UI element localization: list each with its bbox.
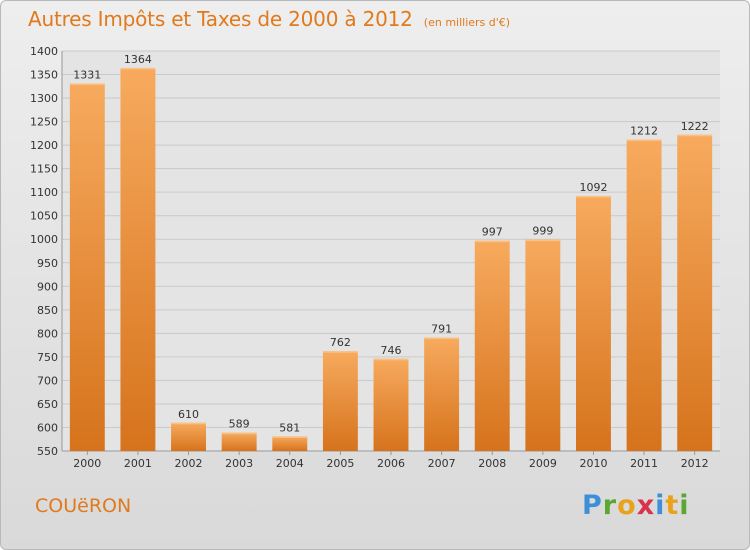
data-label: 1331 (73, 68, 101, 81)
data-label: 1364 (124, 53, 152, 66)
y-tick-label: 1300 (30, 92, 58, 105)
bar-highlight (171, 422, 207, 425)
data-label: 999 (532, 225, 553, 238)
y-tick-label: 850 (37, 304, 58, 317)
bar-highlight (272, 436, 308, 438)
data-label: 589 (229, 418, 250, 431)
data-label: 762 (330, 336, 351, 349)
x-tick-label: 2006 (377, 457, 405, 470)
bar-highlight (322, 351, 358, 353)
title-unit: (en milliers d'€) (423, 16, 511, 29)
x-tick-label: 2004 (276, 457, 304, 470)
x-tick-label: 2009 (529, 457, 557, 470)
bar (677, 134, 713, 451)
y-tick-label: 1350 (30, 69, 58, 82)
bar (171, 422, 207, 451)
data-label: 1222 (681, 120, 709, 133)
x-tick-label: 2001 (124, 457, 152, 470)
title-text: Autres Impôts et Taxes de 2000 à 2012 (28, 7, 413, 31)
bar (373, 358, 409, 451)
y-tick-label: 900 (37, 280, 58, 293)
x-tick-label: 2002 (175, 457, 203, 470)
bar (525, 239, 561, 451)
data-label: 581 (279, 421, 300, 434)
x-tick-label: 2010 (579, 457, 607, 470)
y-tick-label: 650 (37, 398, 58, 411)
bar (626, 139, 662, 451)
y-tick-label: 750 (37, 351, 58, 364)
y-tick-label: 1000 (30, 233, 58, 246)
chart-title: Autres Impôts et Taxes de 2000 à 2012 (e… (28, 7, 510, 31)
bar-highlight (525, 239, 561, 242)
x-tick-label: 2000 (73, 457, 101, 470)
data-label: 610 (178, 408, 199, 421)
city-name: COUëRON (35, 495, 132, 517)
bar-highlight (373, 358, 409, 361)
bar-highlight (424, 337, 460, 340)
y-tick-label: 1250 (30, 116, 58, 129)
bar-highlight (677, 134, 713, 137)
y-tick-label: 1050 (30, 210, 58, 223)
bar (69, 83, 105, 452)
y-tick-label: 800 (37, 327, 58, 340)
bar (474, 240, 510, 451)
bar (322, 351, 358, 451)
bar (272, 436, 308, 451)
x-tick-label: 2005 (326, 457, 354, 470)
x-tick-label: 2012 (681, 457, 709, 470)
proxiti-logo: Proxiti (582, 490, 690, 521)
y-tick-label: 550 (37, 445, 58, 458)
y-tick-label: 600 (37, 421, 58, 434)
y-tick-label: 1400 (30, 45, 58, 58)
bar-highlight (221, 432, 257, 435)
x-tick-label: 2007 (428, 457, 456, 470)
y-tick-label: 1200 (30, 139, 58, 152)
y-tick-label: 950 (37, 257, 58, 270)
bar (221, 432, 257, 451)
bar-highlight (69, 83, 105, 85)
data-label: 746 (381, 344, 402, 357)
data-label: 791 (431, 323, 452, 336)
x-tick-label: 2008 (478, 457, 506, 470)
data-label: 997 (482, 226, 503, 239)
bar-highlight (575, 195, 611, 198)
x-tick-label: 2003 (225, 457, 253, 470)
bar-highlight (626, 139, 662, 141)
data-label: 1092 (579, 181, 607, 194)
y-tick-label: 700 (37, 374, 58, 387)
data-label: 1212 (630, 124, 658, 137)
bar (424, 337, 460, 451)
y-tick-label: 1100 (30, 186, 58, 199)
bar-highlight (120, 67, 156, 70)
y-tick-label: 1150 (30, 163, 58, 176)
bar (575, 195, 611, 451)
x-tick-label: 2011 (630, 457, 658, 470)
bar (120, 67, 156, 452)
bar-highlight (474, 240, 510, 243)
